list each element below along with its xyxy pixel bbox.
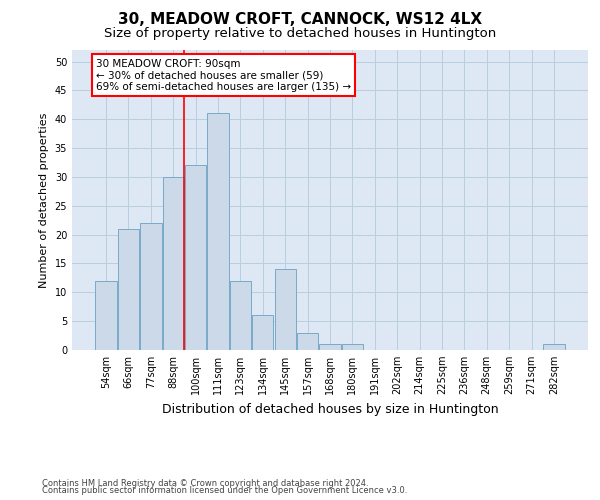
Bar	[208, 114, 229, 350]
Bar	[118, 229, 139, 350]
Bar	[185, 166, 206, 350]
Bar	[319, 344, 341, 350]
Bar	[543, 344, 565, 350]
Bar	[275, 269, 296, 350]
Bar	[95, 281, 117, 350]
Bar	[230, 281, 251, 350]
Text: 30 MEADOW CROFT: 90sqm
← 30% of detached houses are smaller (59)
69% of semi-det: 30 MEADOW CROFT: 90sqm ← 30% of detached…	[96, 58, 351, 92]
Text: Contains HM Land Registry data © Crown copyright and database right 2024.: Contains HM Land Registry data © Crown c…	[42, 478, 368, 488]
Text: 30, MEADOW CROFT, CANNOCK, WS12 4LX: 30, MEADOW CROFT, CANNOCK, WS12 4LX	[118, 12, 482, 28]
Bar	[252, 316, 274, 350]
Text: Size of property relative to detached houses in Huntington: Size of property relative to detached ho…	[104, 28, 496, 40]
Bar	[140, 223, 161, 350]
Bar	[342, 344, 363, 350]
Bar	[297, 332, 318, 350]
X-axis label: Distribution of detached houses by size in Huntington: Distribution of detached houses by size …	[161, 402, 499, 415]
Bar	[163, 177, 184, 350]
Text: Contains public sector information licensed under the Open Government Licence v3: Contains public sector information licen…	[42, 486, 407, 495]
Y-axis label: Number of detached properties: Number of detached properties	[39, 112, 49, 288]
